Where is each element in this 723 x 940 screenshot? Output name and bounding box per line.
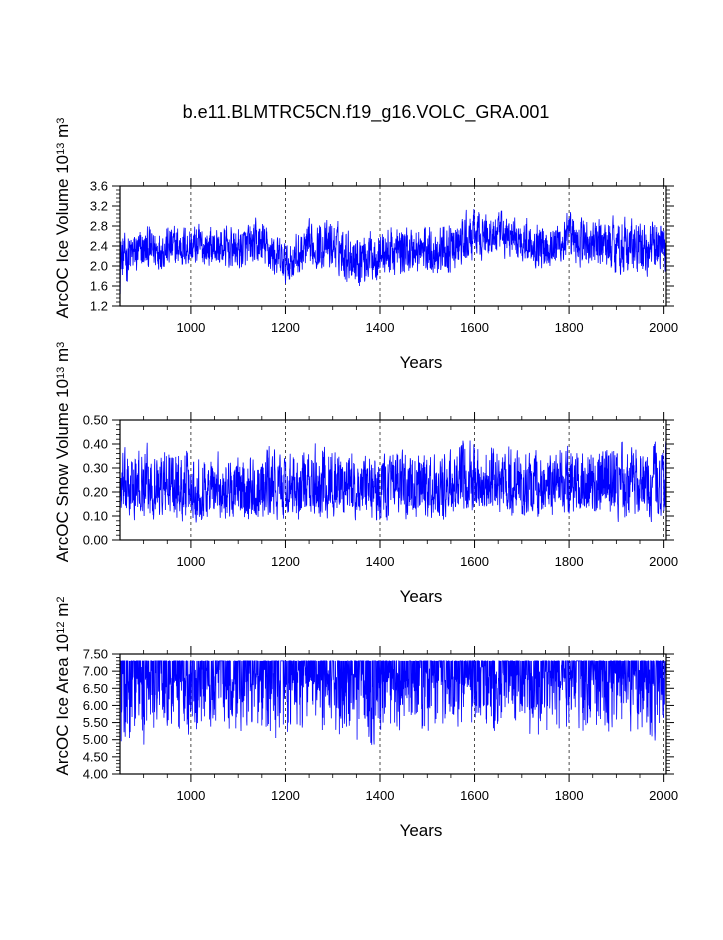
panel-snow-volume: 1000 1200 1400 1600 1800 2000 0.00 0.10 0.20 0.30… [53, 342, 678, 606]
x-tick-label: 1000 [176, 554, 205, 569]
panel-ice-volume: 1000 1200 1400 1600 1800 2000 1.2 1.6 2.0 2.4 2.8 3… [53, 118, 678, 372]
x-tick-label: 1000 [176, 788, 205, 803]
y-tick-label: 0.30 [83, 461, 108, 476]
x-tick-label: 1400 [366, 554, 395, 569]
series-line-ice-area [119, 660, 667, 745]
x-tick-label: 1800 [555, 320, 584, 335]
y-axis-title: ArcOC Ice Area 1012 m2 [53, 597, 72, 776]
x-tick-label: 2000 [649, 554, 678, 569]
y-tick-label: 0.40 [83, 437, 108, 452]
y-tick-label: 3.2 [90, 199, 108, 214]
x-axis-title: Years [400, 353, 443, 372]
y-tick-label: 0.50 [83, 413, 108, 428]
y-axis-title-exp: 12 [55, 622, 67, 634]
x-tick-label: 1000 [176, 320, 205, 335]
y-axis-title-exp: 13 [55, 143, 67, 155]
y-tick-label: 6.00 [83, 698, 108, 713]
y-tick-label: 4.50 [83, 749, 108, 764]
y-axis-title-unit: m [53, 124, 72, 143]
y-axis-title-unit-exp: 3 [55, 342, 67, 348]
y-tick-label: 2.4 [90, 239, 108, 254]
y-tick-label: 0.10 [83, 509, 108, 524]
x-tick-label: 1400 [366, 320, 395, 335]
x-tick-label: 2000 [649, 788, 678, 803]
x-tick-label: 2000 [649, 320, 678, 335]
y-tick-label: 1.2 [90, 299, 108, 314]
plot-frame-snow-volume [119, 419, 667, 541]
plot-frame-ice-area [119, 653, 667, 775]
y-axis-title-unit: m [53, 603, 72, 622]
panel-ice-area: 1000 1200 1400 1600 1800 2000 4.00 4.50 5.00 5.50… [53, 597, 678, 841]
x-axis-title: Years [400, 587, 443, 606]
y-tick-label: 7.00 [83, 664, 108, 679]
y-tick-label: 3.6 [90, 179, 108, 194]
y-axis-title-unit-exp: 2 [55, 597, 67, 603]
y-axis-title-unit-exp: 3 [55, 118, 67, 124]
y-tick-label: 2.0 [90, 259, 108, 274]
x-tick-label: 1200 [271, 788, 300, 803]
y-tick-label: 5.00 [83, 732, 108, 747]
y-axis-title-text: ArcOC Ice Volume 10 [53, 155, 72, 318]
x-tick-label: 1200 [271, 554, 300, 569]
x-tick-label: 1600 [460, 320, 489, 335]
x-tick-label: 1800 [555, 554, 584, 569]
y-tick-label: 7.50 [83, 647, 108, 662]
y-axis-title-text: ArcOC Snow Volume 10 [53, 379, 72, 562]
y-axis-title: ArcOC Snow Volume 1013 m3 [53, 342, 72, 563]
panels: 1000 1200 1400 1600 1800 2000 1.2 1.6 2.0 2.4 2.8 3… [53, 118, 678, 840]
y-axis-title: ArcOC Ice Volume 1013 m3 [53, 118, 72, 319]
x-tick-label: 1200 [271, 320, 300, 335]
x-axis-title: Years [400, 821, 443, 840]
y-tick-label: 5.50 [83, 715, 108, 730]
y-tick-label: 4.00 [83, 767, 108, 782]
y-axis-title-unit: m [53, 348, 72, 367]
y-tick-label: 2.8 [90, 219, 108, 234]
y-axis-title-text: ArcOC Ice Area 10 [53, 634, 72, 776]
y-tick-label: 1.6 [90, 279, 108, 294]
y-tick-label: 0.20 [83, 485, 108, 500]
y-tick-label: 6.50 [83, 681, 108, 696]
y-tick-label: 0.00 [83, 533, 108, 548]
series-line-snow-volume [119, 440, 667, 523]
x-tick-label: 1600 [460, 554, 489, 569]
x-tick-label: 1800 [555, 788, 584, 803]
chart-title: b.e11.BLMTRC5CN.f19_g16.VOLC_GRA.001 [183, 102, 550, 123]
series-line-ice-volume [119, 209, 667, 294]
y-axis-title-exp: 13 [55, 367, 67, 379]
x-tick-label: 1400 [366, 788, 395, 803]
x-tick-label: 1600 [460, 788, 489, 803]
